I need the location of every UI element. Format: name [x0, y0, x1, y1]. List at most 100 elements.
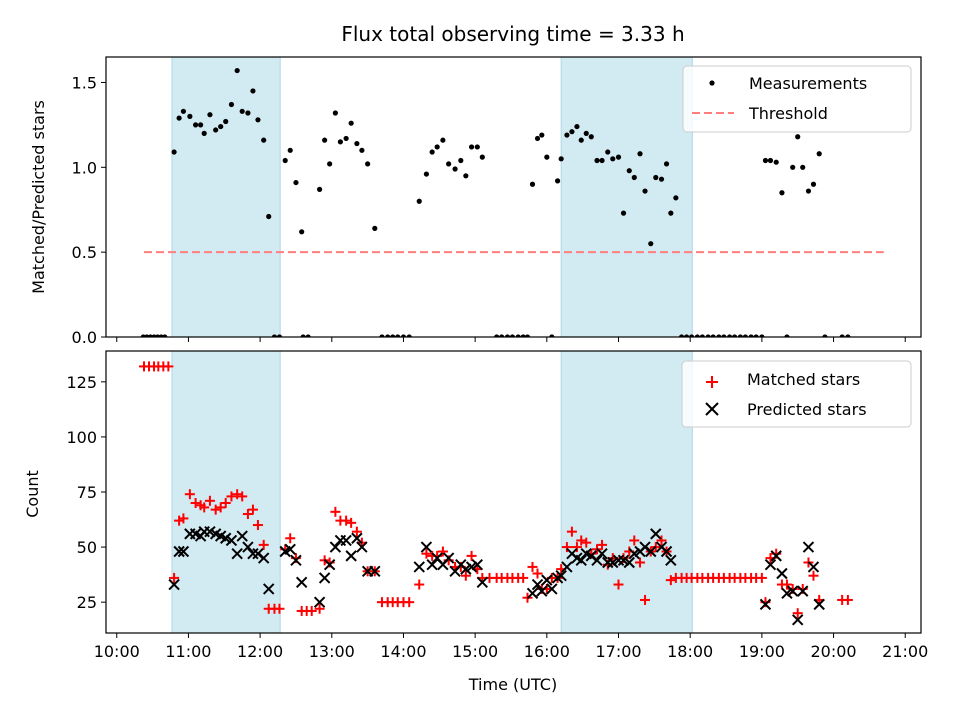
measurements-point [805, 188, 812, 194]
predicted-stars-point [602, 556, 614, 569]
measurements-point [434, 144, 440, 150]
measurements-point [705, 334, 711, 337]
measurements-point [504, 334, 511, 337]
measurements-point [234, 67, 240, 74]
measurements-point [694, 334, 700, 337]
measurements-point [642, 188, 648, 194]
measurements-point [250, 88, 256, 94]
measurements-point [524, 334, 531, 337]
measurements-point [218, 123, 224, 130]
bottom-y-tick-label: 75 [77, 483, 97, 502]
measurements-point [400, 334, 407, 337]
measurements-point [759, 334, 765, 337]
matched-stars-point [437, 546, 448, 557]
measurements-point [520, 334, 526, 337]
bottom-y-tick-label: 25 [77, 593, 97, 612]
measurements-point [710, 334, 716, 337]
predicted-stars-point [471, 558, 484, 571]
measurements-point [271, 334, 278, 337]
measurements-point [343, 135, 349, 142]
measurements-point [569, 129, 575, 135]
x-tick-label: 16:00 [524, 642, 570, 661]
predicted-stars-point [420, 541, 433, 553]
predicted-stars-point [242, 541, 254, 553]
predicted-stars-point [225, 534, 238, 547]
measurements-point [610, 156, 616, 162]
measurements-point [162, 334, 168, 337]
matched-stars-point [640, 594, 651, 605]
measurements-point [327, 161, 333, 167]
predicted-stars-point [351, 532, 363, 544]
bottom-shaded-region-1 [171, 350, 281, 634]
matched-stars-point [466, 550, 477, 561]
matched-stars-point [232, 489, 243, 500]
measurements-point [261, 137, 267, 143]
bottom-data-layer [138, 361, 853, 626]
matched-stars-point [285, 533, 296, 544]
measurements-point [753, 334, 759, 337]
matched-stars-point [184, 489, 195, 500]
measurements-point [198, 122, 204, 128]
bottom-y-tick-label: 100 [66, 428, 97, 447]
matched-stars-point [756, 572, 767, 583]
matched-stars-point [169, 572, 180, 583]
measurements-point [615, 154, 622, 160]
measurements-point [721, 334, 727, 337]
measurements-point [663, 161, 670, 167]
matched-stars-point [346, 517, 357, 528]
top-y-tick-label: 0.5 [72, 243, 97, 262]
measurements-point [626, 168, 632, 174]
matched-stars-point [842, 594, 853, 605]
x-tick-label: 21:00 [882, 642, 928, 661]
predicted-stars-point [650, 528, 662, 540]
legend-measurements-marker [709, 80, 715, 86]
measurements-point [468, 144, 475, 150]
measurements-point [509, 334, 516, 337]
measurements-point [637, 151, 643, 157]
predicted-stars-point [257, 552, 270, 564]
matched-stars-point [656, 535, 667, 546]
matched-stars-point [242, 509, 253, 520]
measurements-point [599, 157, 605, 164]
measurements-point [239, 108, 245, 114]
matched-stars-point [518, 572, 529, 583]
measurements-point [180, 108, 187, 114]
x-tick-label: 19:00 [739, 642, 785, 661]
top-shaded-region-2 [560, 56, 693, 338]
measurements-point [529, 181, 536, 187]
measurements-point [416, 198, 422, 204]
measurements-point [305, 334, 311, 337]
predicted-stars-point [802, 541, 815, 553]
matched-stars-point [306, 605, 317, 616]
bottom-y-tick-label: 50 [77, 538, 97, 557]
bottom-y-axis-label: Count [23, 470, 42, 518]
predicted-stars-point [236, 530, 248, 542]
measurements-point [395, 334, 401, 337]
matched-stars-point [199, 502, 210, 513]
measurements-point [276, 334, 283, 337]
top-data-layer [140, 67, 884, 337]
predicted-stars-point [660, 545, 673, 558]
measurements-point [689, 334, 695, 337]
predicted-stars-point [476, 576, 489, 589]
measurements-point [594, 157, 600, 164]
legend-matched-marker [706, 376, 718, 388]
measurements-point [192, 122, 199, 128]
measurements-point [201, 130, 207, 136]
predicted-stars-point [536, 585, 548, 597]
measurements-point [423, 171, 430, 177]
matched-stars-point [252, 520, 263, 531]
measurements-point [678, 334, 685, 337]
predicted-stars-point [813, 598, 825, 611]
matched-stars-point [274, 603, 285, 614]
matched-stars-point [808, 570, 819, 581]
top-shaded-region-1 [171, 56, 281, 338]
bottom-legend: Matched stars Predicted stars [681, 360, 912, 428]
measurements-point [822, 334, 828, 337]
measurements-point [385, 334, 391, 337]
matched-stars-point [404, 597, 415, 608]
measurements-point [515, 334, 521, 337]
measurements-point [474, 144, 480, 150]
predicted-stars-point [442, 552, 455, 564]
measurements-point [452, 166, 458, 172]
